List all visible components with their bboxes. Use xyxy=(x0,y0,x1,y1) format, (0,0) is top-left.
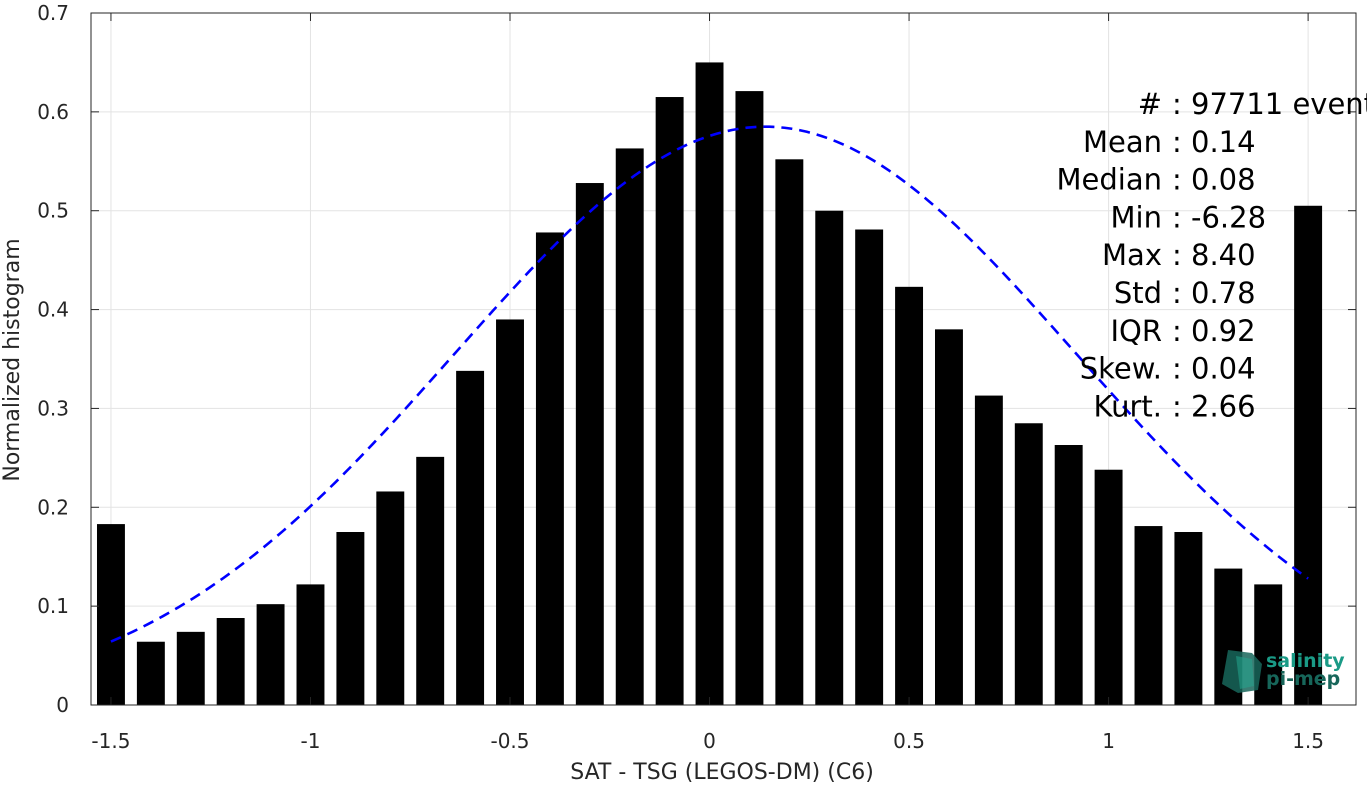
stat-value: : 0.08 xyxy=(1172,163,1256,197)
stat-label: IQR xyxy=(1110,314,1162,348)
histogram-bar xyxy=(615,148,644,706)
histogram-bar xyxy=(535,232,564,705)
stats-block: # : 97711 events Mean : 0.14 Median : 0.08 Min… xyxy=(1057,87,1367,423)
histogram-bar xyxy=(496,319,524,705)
stat-label: Mean xyxy=(1083,125,1162,159)
plot-frame xyxy=(90,12,1357,706)
histogram-bar xyxy=(136,641,165,705)
histogram-bar xyxy=(96,524,125,705)
histogram-bar xyxy=(216,618,245,705)
logo-text-salinity: salinity xyxy=(1266,650,1345,672)
stat-value: : 0.78 xyxy=(1172,276,1256,310)
histogram-bar xyxy=(815,210,844,705)
stat-value: : 97711 events xyxy=(1172,87,1367,121)
y-tick-label: 0.6 xyxy=(37,100,69,124)
stat-label: Std xyxy=(1114,276,1162,310)
stat-value: : 8.40 xyxy=(1172,238,1256,272)
x-tick-label: 0.5 xyxy=(893,729,925,753)
stat-label: Max xyxy=(1102,238,1162,272)
histogram-bar xyxy=(1014,423,1043,705)
y-tick-label: 0.1 xyxy=(37,594,69,618)
histogram-bar xyxy=(416,456,445,705)
x-tick-label: 1 xyxy=(1102,729,1115,753)
logo-cube-face xyxy=(1236,656,1254,689)
y-tick-label: 0.2 xyxy=(37,495,69,519)
stat-label: Skew. xyxy=(1080,352,1162,386)
histogram-bar xyxy=(735,91,764,705)
histogram-bar xyxy=(1094,469,1123,705)
histogram-bar xyxy=(296,584,325,705)
x-axis-title: SAT - TSG (LEGOS-DM) (C6) xyxy=(570,760,874,785)
y-tick-label: 0.7 xyxy=(37,1,69,25)
y-tick-label: 0.5 xyxy=(37,199,69,223)
histogram-bar xyxy=(1174,532,1203,705)
histogram-bar xyxy=(1054,445,1083,705)
histogram-bar xyxy=(655,97,684,706)
axis-ticks: -1.5 -1 -0.5 0 0.5 1 1.5 0 0.1 0.2 0.3 0.4 0.5 0.6 0.7 xyxy=(37,1,1356,753)
stat-value: : 0.04 xyxy=(1172,352,1256,386)
histogram-bar xyxy=(895,286,924,705)
x-tick-label: 0 xyxy=(703,729,716,753)
stat-label: Min xyxy=(1111,200,1162,234)
bars xyxy=(96,62,1323,706)
y-axis-title: Normalized histogram xyxy=(0,238,25,481)
stat-value: : 0.92 xyxy=(1172,314,1256,348)
stat-value: : -6.28 xyxy=(1172,200,1266,234)
histogram-bar xyxy=(1134,526,1163,705)
stat-value: : 0.14 xyxy=(1172,125,1256,159)
histogram-bar xyxy=(1254,584,1283,705)
histogram-bar xyxy=(855,229,884,706)
y-tick-label: 0.3 xyxy=(37,396,69,420)
histogram-bar xyxy=(256,604,285,705)
stat-label: Median xyxy=(1057,163,1162,197)
histogram-bar xyxy=(775,159,804,705)
histogram-bar xyxy=(695,62,724,705)
x-tick-label: -1 xyxy=(301,729,321,753)
histogram-bar xyxy=(176,631,205,705)
salinity-pi-mep-logo: salinity pi-mep xyxy=(1222,650,1345,693)
stat-label: Kurt. xyxy=(1094,389,1162,423)
histogram-bar xyxy=(456,370,485,705)
fit-curve xyxy=(110,125,1309,643)
x-tick-label: 1.5 xyxy=(1292,729,1324,753)
y-tick-label: 0 xyxy=(56,693,69,717)
histogram-bar xyxy=(376,491,405,705)
y-tick-label: 0.4 xyxy=(37,298,69,322)
logo-text-pi-mep: pi-mep xyxy=(1266,668,1340,690)
histogram-bar xyxy=(1294,205,1323,705)
histogram-bar xyxy=(974,395,1003,705)
stat-value: : 2.66 xyxy=(1172,389,1256,423)
histogram-bar xyxy=(575,183,604,705)
stat-label: # xyxy=(1138,87,1162,121)
histogram-bar xyxy=(934,329,963,705)
histogram-bar xyxy=(336,532,365,705)
x-tick-label: -0.5 xyxy=(490,729,529,753)
x-tick-label: -1.5 xyxy=(91,729,130,753)
